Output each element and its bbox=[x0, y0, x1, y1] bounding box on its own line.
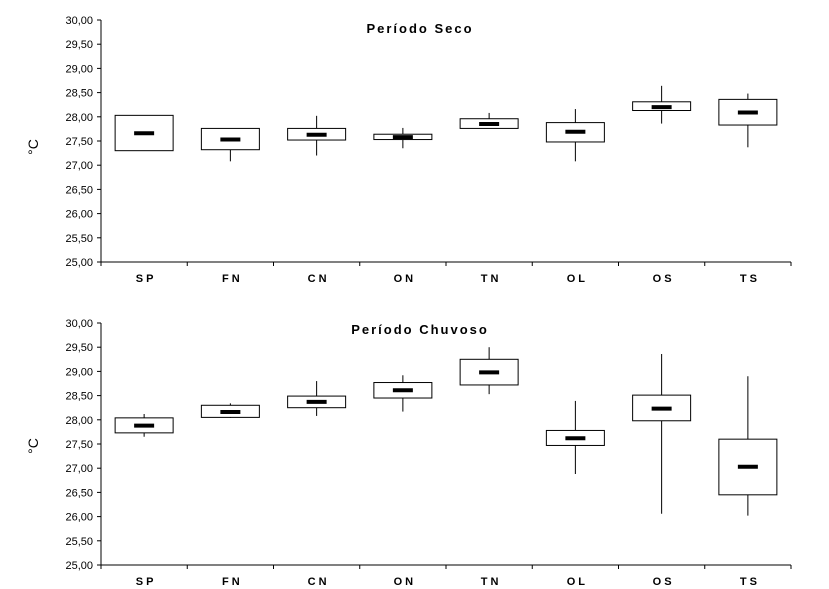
box-ol bbox=[545, 109, 605, 162]
box-tn bbox=[459, 112, 519, 129]
chart-title: Período Seco bbox=[366, 21, 473, 36]
box-sp bbox=[114, 413, 174, 437]
box-fn bbox=[200, 403, 260, 418]
y-tick-label: 27,50 bbox=[65, 136, 93, 148]
y-tick-label: 27,00 bbox=[65, 160, 93, 172]
x-tick-label: FN bbox=[222, 273, 243, 285]
x-tick-label: SP bbox=[136, 576, 157, 588]
x-tick-label: OL bbox=[567, 576, 588, 588]
y-tick-label: 28,50 bbox=[65, 88, 93, 100]
box-os bbox=[632, 85, 692, 124]
y-axis-label: °C bbox=[25, 438, 41, 454]
y-tick-label: 30,00 bbox=[65, 318, 93, 330]
y-tick-label: 27,00 bbox=[65, 463, 93, 475]
box-tn bbox=[459, 347, 519, 395]
y-tick-label: 29,50 bbox=[65, 39, 93, 51]
box-cn bbox=[287, 115, 347, 156]
y-tick-label: 26,50 bbox=[65, 184, 93, 196]
y-tick-label: 25,00 bbox=[65, 257, 93, 269]
x-tick-label: OS bbox=[653, 273, 675, 285]
chart-title: Período Chuvoso bbox=[351, 322, 489, 337]
box-on bbox=[373, 375, 433, 412]
y-tick-label: 29,50 bbox=[65, 342, 93, 354]
y-tick-label: 25,50 bbox=[65, 233, 93, 245]
box-os bbox=[632, 353, 692, 514]
x-tick-label: OS bbox=[653, 576, 675, 588]
box-sp bbox=[114, 114, 174, 152]
y-tick-label: 29,00 bbox=[65, 366, 93, 378]
y-tick-label: 28,00 bbox=[65, 415, 93, 427]
box-ts bbox=[718, 93, 778, 148]
box-fn bbox=[200, 127, 260, 162]
x-tick-label: SP bbox=[136, 273, 157, 285]
x-tick-label: CN bbox=[308, 273, 330, 285]
box-ts bbox=[718, 376, 778, 516]
y-tick-label: 29,00 bbox=[65, 63, 93, 75]
x-tick-label: CN bbox=[308, 576, 330, 588]
x-tick-label: OL bbox=[567, 273, 588, 285]
x-tick-label: TS bbox=[740, 273, 760, 285]
y-tick-label: 28,00 bbox=[65, 112, 93, 124]
x-tick-label: FN bbox=[222, 576, 243, 588]
y-tick-label: 28,50 bbox=[65, 391, 93, 403]
y-tick-label: 26,00 bbox=[65, 209, 93, 221]
y-tick-label: 25,50 bbox=[65, 536, 93, 548]
box-cn bbox=[287, 381, 347, 416]
y-axis-label: °C bbox=[25, 139, 41, 155]
x-tick-label: TN bbox=[481, 273, 502, 285]
x-tick-label: ON bbox=[394, 576, 417, 588]
y-tick-label: 26,50 bbox=[65, 487, 93, 499]
y-tick-label: 26,00 bbox=[65, 512, 93, 524]
box-on bbox=[373, 127, 433, 149]
x-tick-label: TN bbox=[481, 576, 502, 588]
x-tick-label: TS bbox=[740, 576, 760, 588]
panel-periodo-chuvoso: Período Chuvoso °C 25,00 25,50 26,00 26,50 2… bbox=[25, 318, 792, 588]
panel-periodo-seco: Período Seco °C 25,00 25,50 26,00 26,50 27,0… bbox=[25, 15, 792, 285]
x-tick-label: ON bbox=[394, 273, 417, 285]
box-ol bbox=[545, 400, 605, 475]
y-tick-label: 25,00 bbox=[65, 560, 93, 572]
y-tick-label: 27,50 bbox=[65, 439, 93, 451]
y-tick-label: 30,00 bbox=[65, 15, 93, 27]
